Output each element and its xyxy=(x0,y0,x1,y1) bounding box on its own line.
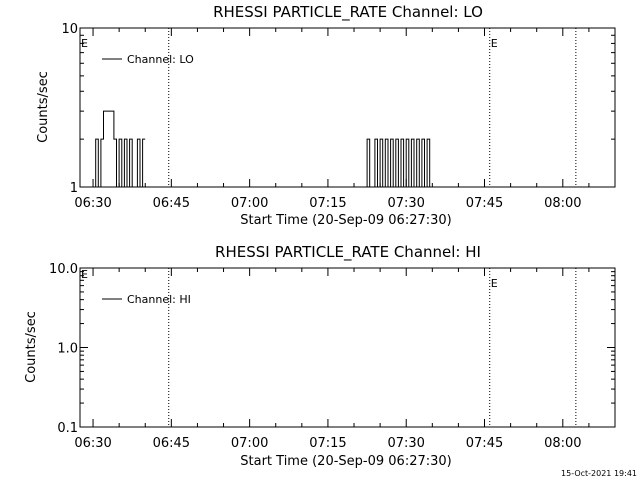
hi-event-markers xyxy=(168,268,577,427)
hi-plot-frame xyxy=(79,267,616,428)
hi-legend-label: Channel: HI xyxy=(127,293,191,306)
x-tick-label: 07:15 xyxy=(309,196,346,211)
y-tick-label: 0.1 xyxy=(57,421,78,436)
y-tick-label: 1.0 xyxy=(57,342,78,357)
lo-x-axis-label: Start Time (20-Sep-09 06:27:30) xyxy=(240,213,451,228)
hi-event-label: E xyxy=(491,277,498,290)
y-tick-label: 10.0 xyxy=(49,262,78,277)
lo-plot-frame xyxy=(79,27,616,188)
hi-channel-panel: RHESSI PARTICLE_RATE Channel: HI 0.1 1.0 1… xyxy=(24,243,616,469)
x-tick-label: 07:45 xyxy=(466,196,503,211)
x-tick-label: 07:00 xyxy=(231,196,268,211)
hi-legend: Channel: HI xyxy=(102,293,191,306)
x-tick-label: 06:30 xyxy=(74,436,111,451)
x-tick-label: 07:15 xyxy=(309,436,346,451)
lo-chart-title: RHESSI PARTICLE_RATE Channel: LO xyxy=(213,3,483,22)
x-tick-label: 07:30 xyxy=(387,436,424,451)
x-tick-label: 07:30 xyxy=(387,196,424,211)
series-line-segment-2 xyxy=(364,138,433,188)
lo-x-axis-ticks: 06:30 06:45 07:00 07:15 07:30 07:45 08:00 xyxy=(74,28,616,211)
lo-event-label: E xyxy=(491,37,498,50)
hi-y-axis-ticks: 0.1 1.0 10.0 xyxy=(49,262,615,436)
timestamp: 15-Oct-2021 19:41 xyxy=(561,469,637,478)
x-tick-label: 06:30 xyxy=(74,196,111,211)
hi-chart-title: RHESSI PARTICLE_RATE Channel: HI xyxy=(215,243,481,262)
lo-event-markers xyxy=(168,28,577,187)
hi-y-axis-label: Counts/sec xyxy=(24,311,39,383)
x-tick-label: 08:00 xyxy=(544,436,581,451)
hi-x-axis-label: Start Time (20-Sep-09 06:27:30) xyxy=(240,454,451,469)
x-tick-label: 08:00 xyxy=(544,196,581,211)
x-tick-label: 07:45 xyxy=(466,436,503,451)
lo-channel-panel: RHESSI PARTICLE_RATE Channel: LO 1 10 06:… xyxy=(36,3,616,228)
x-tick-label: 07:00 xyxy=(231,436,268,451)
x-tick-label: 06:45 xyxy=(153,196,190,211)
series-line-segment-1 xyxy=(93,110,146,188)
lo-legend: Channel: LO xyxy=(102,53,194,66)
y-tick-label: 1 xyxy=(70,181,78,196)
lo-series xyxy=(93,110,433,188)
y-tick-label: 10 xyxy=(61,22,78,37)
hi-x-axis-ticks: 06:30 06:45 07:00 07:15 07:30 07:45 08:00 xyxy=(74,268,616,451)
hi-corner-label: E xyxy=(81,268,88,281)
lo-legend-label: Channel: LO xyxy=(127,53,194,66)
lo-y-axis-label: Counts/sec xyxy=(36,71,51,143)
lo-y-axis-ticks: 1 10 xyxy=(61,22,615,196)
lo-corner-label: E xyxy=(81,37,88,50)
x-tick-label: 06:45 xyxy=(153,436,190,451)
